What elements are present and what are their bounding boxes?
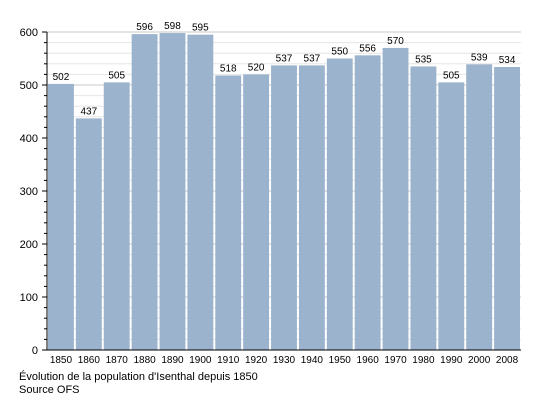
value-label-1910: 518 bbox=[220, 63, 237, 74]
bar-1930 bbox=[271, 65, 297, 350]
x-tick-label-1850: 1850 bbox=[50, 355, 73, 366]
x-tick-label-1930: 1930 bbox=[273, 355, 296, 366]
value-label-1900: 595 bbox=[192, 23, 209, 34]
bar-2008 bbox=[494, 66, 520, 350]
value-label-2008: 534 bbox=[499, 55, 516, 66]
bar-1940 bbox=[298, 65, 325, 350]
value-label-1920: 520 bbox=[248, 62, 265, 73]
bar-1870 bbox=[103, 82, 130, 350]
x-tick-label-1990: 1990 bbox=[440, 355, 463, 366]
y-tick-label: 200 bbox=[20, 239, 38, 251]
bar-1910 bbox=[215, 75, 242, 351]
bar-1850 bbox=[48, 83, 74, 350]
value-label-1980: 535 bbox=[415, 54, 432, 65]
y-tick-label: 100 bbox=[20, 292, 38, 304]
chart-caption: Évolution de la population d'Isenthal de… bbox=[19, 371, 258, 383]
bar-1990 bbox=[438, 82, 465, 350]
value-label-1990: 505 bbox=[443, 70, 460, 81]
x-tick-label-1970: 1970 bbox=[384, 355, 407, 366]
bar-1980 bbox=[410, 66, 437, 350]
x-tick-label-2000: 2000 bbox=[468, 355, 491, 366]
bar-chart: 502 437 505 596 598 595 518 520 537 537 550 556 570 5… bbox=[20, 21, 521, 366]
bars bbox=[48, 33, 520, 351]
value-label-1930: 537 bbox=[276, 53, 293, 64]
x-tick-label-1940: 1940 bbox=[301, 355, 324, 366]
bar-1900 bbox=[187, 34, 214, 351]
value-label-1860: 437 bbox=[80, 106, 97, 117]
bar-2000 bbox=[466, 64, 493, 350]
bar-1920 bbox=[243, 74, 270, 351]
y-tick-label: 0 bbox=[32, 345, 38, 357]
y-tick-label: 300 bbox=[20, 186, 38, 198]
value-label-1890: 598 bbox=[164, 21, 181, 32]
y-tick-label: 600 bbox=[20, 27, 38, 39]
x-tick-label-1980: 1980 bbox=[412, 355, 435, 366]
bar-1950 bbox=[326, 58, 353, 350]
value-labels: 502 437 505 596 598 595 518 520 537 537 550 556 570 5… bbox=[53, 21, 516, 117]
value-label-1950: 550 bbox=[331, 47, 348, 58]
chart-source: Source OFS bbox=[19, 384, 80, 396]
bar-1890 bbox=[159, 33, 186, 351]
x-tick-label-1890: 1890 bbox=[161, 355, 184, 366]
value-label-1870: 505 bbox=[108, 70, 125, 81]
bar-1970 bbox=[382, 47, 409, 351]
value-label-1970: 570 bbox=[387, 36, 404, 47]
x-tick-label-1880: 1880 bbox=[133, 355, 156, 366]
value-label-1880: 596 bbox=[136, 22, 153, 33]
value-label-1960: 556 bbox=[359, 43, 376, 54]
x-tick-label-1910: 1910 bbox=[217, 355, 240, 366]
x-tick-label-2008: 2008 bbox=[496, 355, 519, 366]
bar-1880 bbox=[131, 34, 158, 351]
value-label-1940: 537 bbox=[304, 53, 321, 64]
y-tick-label: 400 bbox=[20, 133, 38, 145]
x-tick-label-1920: 1920 bbox=[245, 355, 268, 366]
axes: 0 100 200 300 400 500 600 1850 1860 1870 1880 1890 1… bbox=[20, 27, 521, 366]
x-tick-label-1960: 1960 bbox=[357, 355, 380, 366]
x-tick-label-1870: 1870 bbox=[106, 355, 129, 366]
value-label-2000: 539 bbox=[471, 52, 488, 63]
x-tick-label-1950: 1950 bbox=[329, 355, 352, 366]
y-tick-label: 500 bbox=[20, 80, 38, 92]
x-tick-label-1860: 1860 bbox=[78, 355, 101, 366]
x-tick-label-1900: 1900 bbox=[189, 355, 212, 366]
value-label-1850: 502 bbox=[53, 72, 70, 83]
bar-1960 bbox=[354, 55, 381, 350]
bar-1860 bbox=[75, 118, 102, 350]
